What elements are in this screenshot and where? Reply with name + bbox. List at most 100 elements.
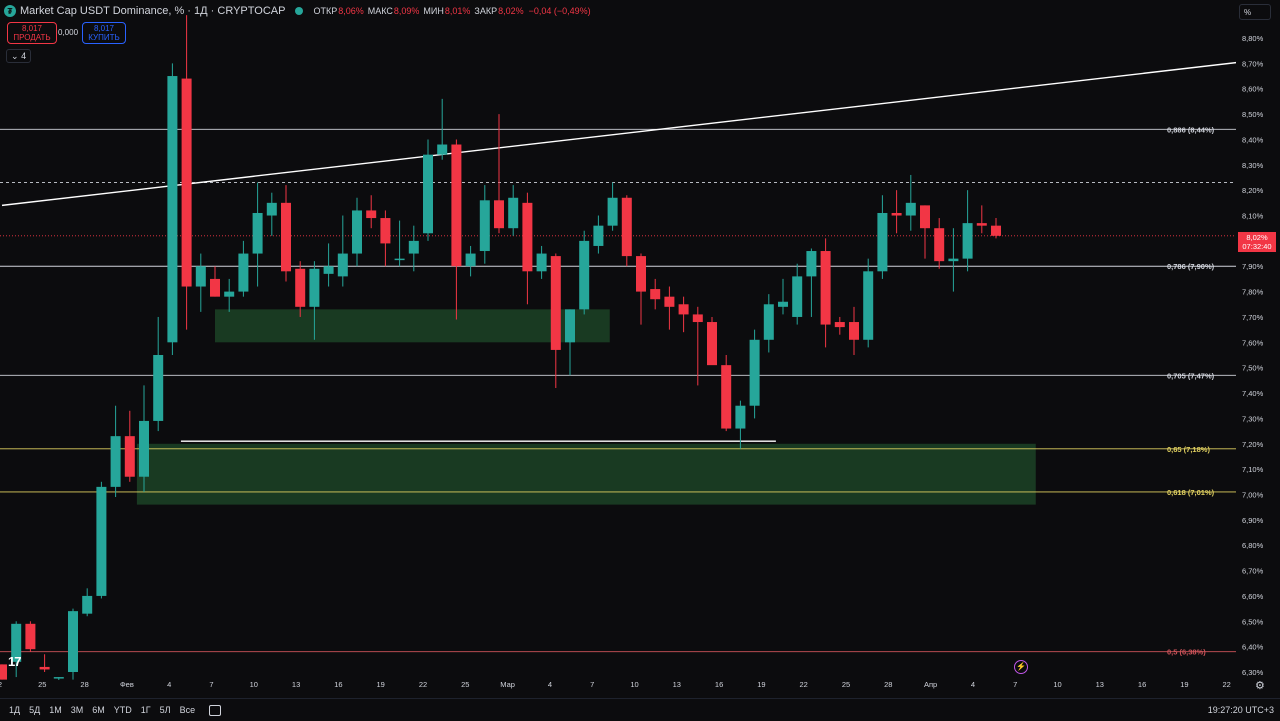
- candle-body: [735, 405, 746, 429]
- candle: [465, 245, 476, 277]
- candle: [607, 182, 618, 231]
- candle: [650, 278, 661, 310]
- time-tick-label: 25: [461, 680, 469, 689]
- tf-1d[interactable]: 1Д: [9, 705, 21, 715]
- price-tick-label: 6,30%: [1242, 668, 1264, 677]
- candle: [891, 190, 902, 234]
- candle: [82, 588, 93, 617]
- time-tick-label: 16: [1138, 680, 1146, 689]
- calendar-icon[interactable]: [209, 704, 222, 716]
- tf-3m[interactable]: 3М: [70, 705, 84, 715]
- candle-body: [238, 253, 249, 292]
- candle: [621, 195, 632, 267]
- candle: [763, 294, 774, 353]
- candle-body: [139, 420, 149, 477]
- candle-body: [508, 197, 519, 229]
- open-label: ОТКР: [313, 6, 338, 16]
- candle: [636, 253, 646, 325]
- tf-5y[interactable]: 5Л: [159, 705, 171, 715]
- fib-label: 0,65 (7,18%): [1167, 445, 1210, 454]
- candle-body: [252, 212, 263, 254]
- price-tick-label: 6,90%: [1242, 516, 1264, 525]
- time-tick-label: 22: [1223, 680, 1231, 689]
- candle: [110, 405, 121, 498]
- time-tick-label: 10: [250, 680, 258, 689]
- candle: [692, 306, 703, 386]
- price-tick-label: 8,20%: [1242, 186, 1264, 195]
- gear-icon[interactable]: ⚙: [1255, 680, 1265, 692]
- bottom-toolbar: 1Д 5Д 1М 3М 6М YTD 1Г 5Л Все 19:27:20 UT…: [0, 698, 1280, 721]
- indicators-toggle[interactable]: ⌄ 4: [6, 49, 32, 63]
- tradingview-logo[interactable]: 17: [8, 654, 22, 669]
- candle: [380, 210, 391, 267]
- last-price-tag: 8,02% 07:32:40: [1238, 232, 1276, 252]
- candle-body: [124, 436, 135, 477]
- low-label: МИН: [423, 6, 444, 16]
- price-tick-label: 7,20%: [1242, 440, 1264, 449]
- buy-button[interactable]: 8,017 КУПИТЬ: [82, 22, 126, 44]
- tf-1m[interactable]: 1М: [49, 705, 62, 715]
- candle: [295, 261, 306, 317]
- price-tick-label: 7,90%: [1242, 262, 1264, 271]
- time-tick-label: 22: [800, 680, 808, 689]
- candle: [11, 621, 22, 678]
- time-tick-label: 7: [590, 680, 594, 689]
- scale-mode-button[interactable]: %: [1239, 4, 1271, 20]
- candle-body: [650, 289, 661, 300]
- candle: [877, 195, 888, 279]
- candle: [53, 677, 64, 680]
- trendline: [1, 61, 1236, 207]
- fib-label: 0,5 (6,38%): [1167, 648, 1206, 657]
- chart-header: ₮ Market Cap USDT Dominance, % · 1Д · CR…: [4, 2, 591, 20]
- demand-zone-0: [215, 309, 610, 343]
- tf-5d[interactable]: 5Д: [29, 705, 41, 715]
- lightning-icon[interactable]: ⚡: [1014, 660, 1028, 674]
- price-tick-label: 7,30%: [1242, 414, 1264, 423]
- time-tick-label: Мар: [500, 680, 515, 689]
- candle-body: [692, 314, 703, 323]
- price-tick-label: 6,40%: [1242, 643, 1264, 652]
- price-tick-label: 8,30%: [1242, 161, 1264, 170]
- candle: [139, 385, 149, 492]
- fib-label: 0,618 (7,01%): [1167, 488, 1215, 497]
- candle: [366, 195, 377, 229]
- candle: [749, 329, 760, 419]
- tf-ytd[interactable]: YTD: [113, 705, 132, 715]
- candle: [281, 185, 291, 282]
- buy-price: 8,017: [93, 24, 115, 33]
- last-price-value: 8,02%: [1246, 233, 1268, 242]
- candle-body: [39, 666, 50, 670]
- time-tick-label: 13: [292, 680, 300, 689]
- candle: [195, 253, 206, 312]
- candle: [849, 306, 859, 355]
- open-value: 8,06%: [338, 6, 364, 16]
- time-tick-label: 4: [167, 680, 171, 689]
- clock[interactable]: 19:27:20 UTC+3: [1207, 705, 1274, 715]
- candle-body: [579, 240, 590, 310]
- interval[interactable]: 1Д: [194, 5, 208, 17]
- price-chart[interactable]: 0,886 (8,44%) 0,786 (7,90%) 0,705 (7,47%) 0…: [0, 0, 1280, 698]
- candle-body: [636, 256, 646, 292]
- buy-label: КУПИТЬ: [88, 33, 120, 42]
- candle: [863, 258, 874, 348]
- candle-body: [11, 623, 22, 662]
- symbol-title[interactable]: Market Cap USDT Dominance, %: [20, 5, 185, 17]
- tf-1y[interactable]: 1Г: [140, 705, 151, 715]
- candle-body: [337, 253, 348, 277]
- candle: [124, 410, 135, 482]
- price-tick-label: 6,70%: [1242, 567, 1264, 576]
- tf-6m[interactable]: 6М: [92, 705, 105, 715]
- candle-body: [394, 258, 405, 261]
- candle: [39, 654, 50, 672]
- sell-button[interactable]: 8,017 ПРОДАТЬ: [7, 22, 57, 44]
- time-tick-label: 4: [548, 680, 552, 689]
- high-label: МАКС: [367, 6, 393, 16]
- candle-body: [664, 296, 675, 307]
- candle: [920, 205, 930, 259]
- time-tick-label: 7: [209, 680, 213, 689]
- tf-all[interactable]: Все: [179, 705, 196, 715]
- candle-body: [408, 240, 419, 254]
- candle-body: [621, 197, 632, 257]
- candle: [181, 15, 192, 330]
- close-value: 8,02%: [498, 6, 524, 16]
